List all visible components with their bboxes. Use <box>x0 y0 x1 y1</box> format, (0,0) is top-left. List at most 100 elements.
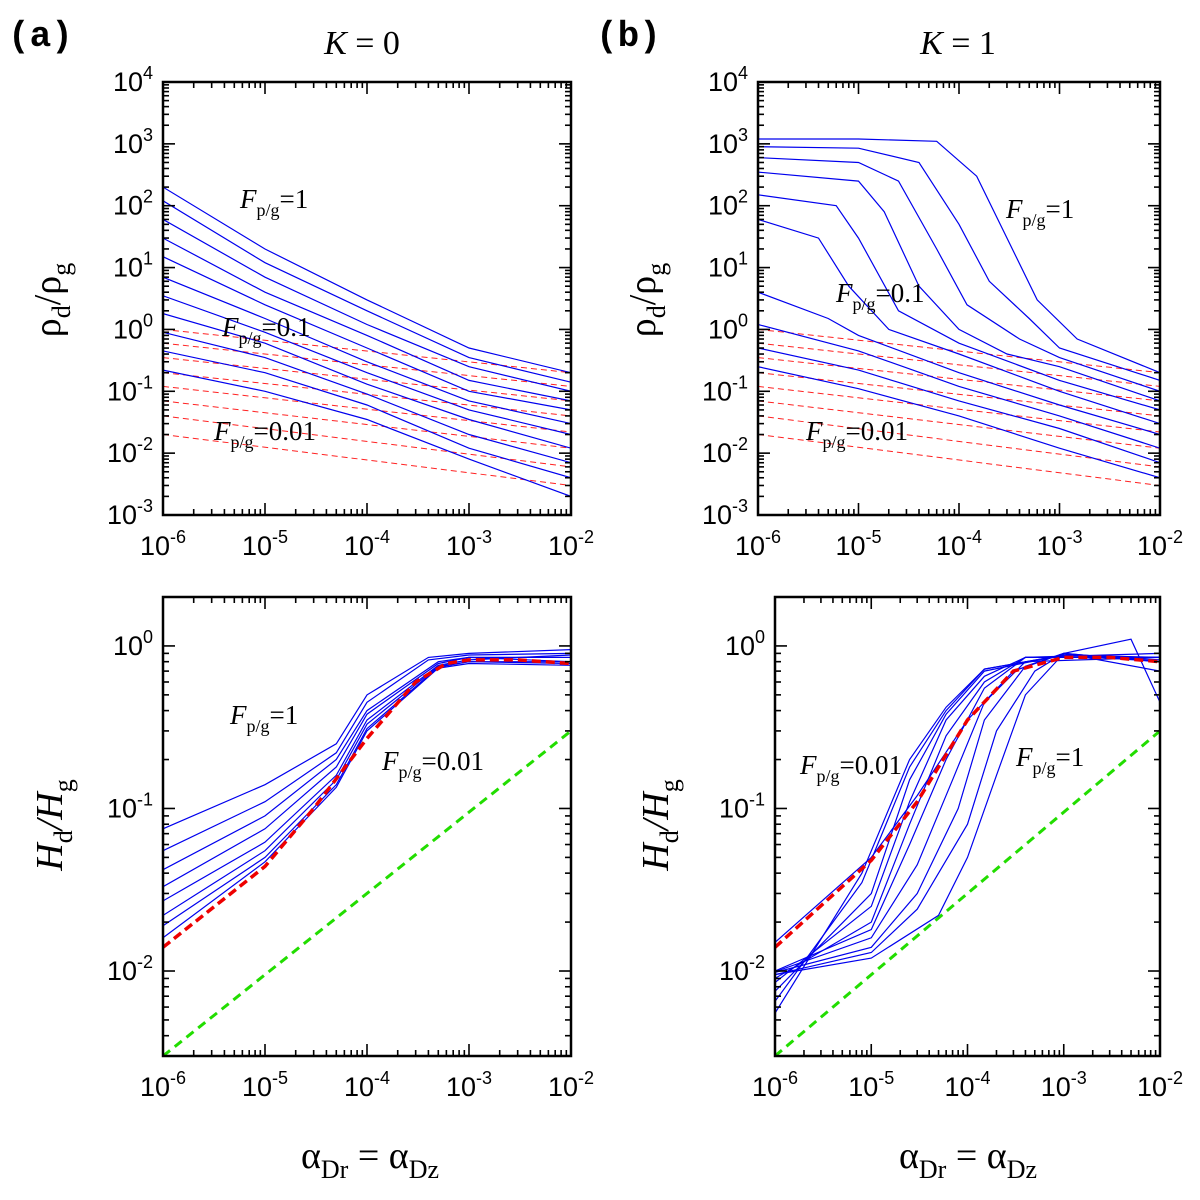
anno-fpg-0.01: Fp/g=0.01 <box>805 416 908 452</box>
blue-line-3 <box>758 171 1160 402</box>
series-group <box>758 138 1160 486</box>
y-tick-label: 10-1 <box>107 789 153 823</box>
y-tick-label: 10-1 <box>719 789 765 823</box>
blue-line-3 <box>163 237 571 402</box>
blue-line-8 <box>775 654 1160 1002</box>
anno-fpg-1: Fp/g=1 <box>1005 194 1074 230</box>
blue-line-5 <box>163 661 571 916</box>
blue-line-4 <box>758 194 1160 411</box>
red-thick-dashed-line <box>775 655 1160 949</box>
x-tick-label: 10-5 <box>848 1068 894 1102</box>
anno-fpg-0.01: Fp/g=0.01 <box>213 416 316 452</box>
red-thick-dashed-line <box>163 658 571 949</box>
x-tick-label: 10-4 <box>936 527 982 561</box>
y-tick-label: 100 <box>725 627 765 661</box>
blue-line-0 <box>758 138 1160 374</box>
annotations-group: Fp/g=1 Fp/g=0.01 <box>229 700 484 782</box>
annotations-group: Fp/g=1 Fp/g=0.1 Fp/g=0.01 <box>805 194 1074 452</box>
y-tick-label: 10-1 <box>107 372 153 406</box>
anno-fpg-1: Fp/g=1 <box>1015 742 1084 778</box>
y-tick-label: 101 <box>708 249 748 283</box>
plot-a-bottom: 10-6 10-5 10-4 10-3 10-2 10-2 10-1 100 Fp/g=1 F… <box>29 595 594 1184</box>
blue-line-3 <box>163 656 571 888</box>
y-tick-label: 10-2 <box>107 434 153 468</box>
blue-line-9 <box>163 350 571 479</box>
x-tick-label: 10-5 <box>242 1068 288 1102</box>
red-dashed-line-6 <box>758 415 1160 468</box>
y-tick-label: 100 <box>708 310 748 344</box>
blue-line-3 <box>775 656 1160 973</box>
y-tick-label: 10-2 <box>107 952 153 986</box>
blue-line-0 <box>163 649 571 830</box>
ticks-group: 10-6 10-5 10-4 10-3 10-2 10-2 10-1 100 <box>107 596 594 1102</box>
blue-line-0 <box>163 186 571 374</box>
x-tick-label: 10-3 <box>1036 527 1082 561</box>
x-tick-label: 10-5 <box>242 527 288 561</box>
x-tick-label: 10-2 <box>1137 1068 1183 1102</box>
plot-frame <box>756 80 1162 517</box>
y-tick-label: 103 <box>708 125 748 159</box>
anno-fpg-0.1: Fp/g=0.1 <box>221 312 311 348</box>
plot-b-bottom: 10-6 10-5 10-4 10-3 10-2 10-2 10-1 100 Fp/g=0.0… <box>635 595 1183 1184</box>
y-tick-label: 102 <box>113 187 153 221</box>
blue-line-4 <box>163 256 571 411</box>
x-tick-label: 10-2 <box>548 527 594 561</box>
x-tick-label: 10-4 <box>344 1068 390 1102</box>
blue-line-2 <box>758 157 1160 392</box>
title-a-rest: = 0 <box>347 25 400 62</box>
anno-fpg-1: Fp/g=1 <box>229 700 298 736</box>
blue-line-5 <box>758 218 1160 425</box>
plot-frame <box>773 595 1162 1058</box>
blue-line-1 <box>775 652 1160 976</box>
annotations-group: Fp/g=0.01 Fp/g=1 <box>799 742 1084 786</box>
blue-line-6 <box>163 661 571 927</box>
plot-frame <box>161 595 573 1058</box>
y-tick-label: 10-2 <box>719 952 765 986</box>
x-tick-label: 10-4 <box>944 1068 990 1102</box>
blue-line-5 <box>775 656 1160 979</box>
title-b: K = 1 <box>919 25 996 62</box>
x-tick-label: 10-2 <box>1137 527 1183 561</box>
y-tick-label: 10-3 <box>107 496 153 530</box>
anno-fpg-0.1: Fp/g=0.1 <box>835 278 925 314</box>
red-dashed-line-5 <box>758 400 1160 449</box>
y-tick-label: 10-3 <box>702 496 748 530</box>
x-tick-label: 10-6 <box>140 1068 186 1102</box>
ticks-group: 10-6 10-5 10-4 10-3 10-2 10-2 10-1 100 <box>719 596 1183 1102</box>
blue-line-2 <box>775 652 1160 973</box>
xlabel-b-bottom: αDr = αDz <box>899 1135 1037 1184</box>
y-tick-label: 101 <box>113 249 153 283</box>
red-dashed-line-7 <box>758 434 1160 486</box>
title-a: K = 0 <box>323 25 400 62</box>
x-tick-label: 10-3 <box>1041 1068 1087 1102</box>
x-tick-label: 10-6 <box>140 527 186 561</box>
blue-line-5 <box>163 276 571 425</box>
y-tick-label: 100 <box>113 310 153 344</box>
blue-line-4 <box>163 654 571 902</box>
anno-fpg-1: Fp/g=1 <box>239 184 308 220</box>
y-tick-label: 102 <box>708 187 748 221</box>
green-dashed-line <box>163 729 571 1056</box>
series-group <box>775 638 1160 1056</box>
red-dashed-line-5 <box>163 400 571 449</box>
red-dashed-line-2 <box>758 357 1160 402</box>
plot-a-top: 10-6 10-5 10-4 10-3 10-2 10-3 10-2 10-1 100 101 10… <box>27 63 594 561</box>
blue-line-1 <box>163 200 571 383</box>
x-tick-label: 10-3 <box>446 1068 492 1102</box>
ylabel-b-top: ρd/ρg <box>622 263 671 338</box>
title-b-var: K <box>919 25 945 62</box>
blue-line-8 <box>163 331 571 464</box>
blue-line-7 <box>163 313 571 449</box>
blue-line-0 <box>775 638 1160 976</box>
blue-line-8 <box>758 347 1160 464</box>
series-group <box>163 186 571 497</box>
panel-label-a: (a) <box>8 16 73 57</box>
ticks-group: 10-6 10-5 10-4 10-3 10-2 10-3 10-2 10-1 100 101 10… <box>107 63 594 561</box>
y-tick-label: 104 <box>113 63 153 97</box>
blue-line-6 <box>775 656 1160 983</box>
y-tick-label: 100 <box>113 627 153 661</box>
red-dashed-line-3 <box>758 372 1160 417</box>
x-tick-label: 10-6 <box>735 527 781 561</box>
blue-line-6 <box>163 295 571 436</box>
